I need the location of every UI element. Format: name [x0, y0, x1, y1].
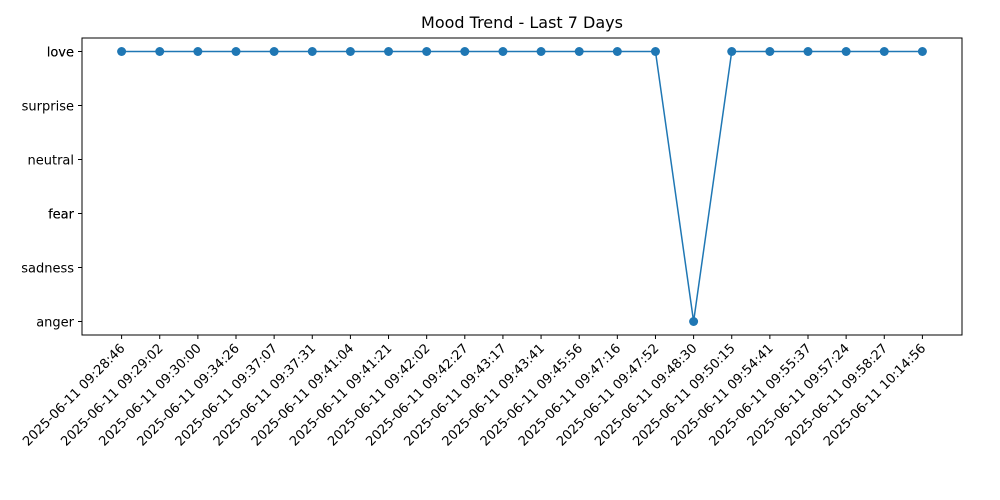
data-point	[650, 47, 660, 56]
data-point	[612, 47, 622, 56]
data-point	[231, 47, 241, 56]
series-line	[121, 50, 923, 322]
data-point	[803, 47, 813, 56]
y-tick-label: fear	[48, 208, 75, 223]
plot-frame	[81, 37, 963, 336]
data-point	[117, 47, 127, 56]
y-tick-label: anger	[36, 316, 74, 331]
data-point	[689, 317, 699, 326]
data-point	[155, 47, 165, 56]
data-point	[879, 47, 889, 56]
data-point	[422, 47, 432, 56]
series-points	[117, 47, 927, 326]
data-point	[193, 47, 203, 56]
chart-title: Mood Trend - Last 7 Days	[421, 13, 623, 32]
data-point	[498, 47, 508, 56]
y-tick-label: love	[47, 46, 74, 61]
data-point	[384, 47, 394, 56]
data-point	[765, 47, 775, 56]
data-point	[460, 47, 470, 56]
data-point	[307, 47, 317, 56]
data-point	[841, 47, 851, 56]
data-point	[345, 47, 355, 56]
y-tick-label: surprise	[22, 100, 74, 115]
data-point	[917, 47, 927, 56]
data-point	[536, 47, 546, 56]
y-tick-label: fear	[48, 208, 75, 223]
y-tick-label: neutral	[28, 154, 75, 169]
y-axis: angersadnessfearfearneutralsurpriselovel…	[21, 46, 82, 331]
y-tick-label: sadness	[21, 262, 74, 277]
data-point	[727, 47, 737, 56]
data-point	[269, 47, 279, 56]
data-point	[574, 47, 584, 56]
y-tick-label: love	[47, 46, 74, 61]
